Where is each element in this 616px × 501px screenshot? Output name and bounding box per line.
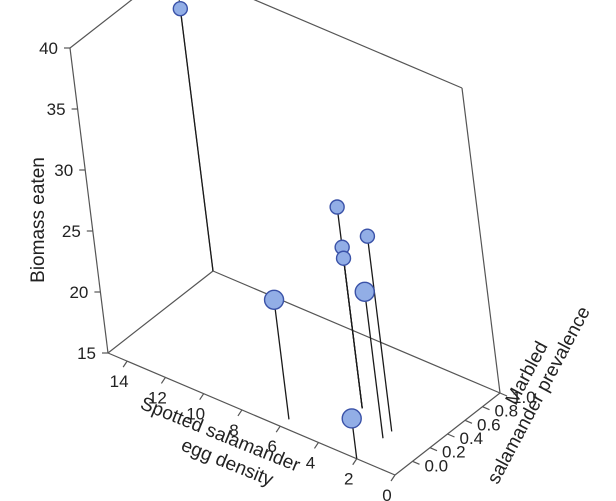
- x-tick-label: 14: [110, 372, 129, 391]
- data-point: [359, 228, 376, 244]
- x-tick-label: 2: [344, 470, 353, 489]
- x-tick-mark: [275, 425, 281, 433]
- data-point: [354, 281, 375, 303]
- x-tick-label: 8: [229, 421, 238, 440]
- y-tick-label: 1.0: [512, 388, 536, 407]
- z-tick-label: 40: [39, 39, 58, 58]
- z-tick-label: 20: [69, 283, 88, 302]
- z-tick-label: 25: [62, 222, 81, 241]
- y-axis-title-line2: salamander prevalence: [484, 303, 595, 487]
- z-tick-label: 15: [77, 344, 96, 363]
- stem-line: [342, 258, 363, 409]
- data-point: [335, 250, 352, 266]
- back-right-edge: [461, 87, 501, 394]
- x-tick-label: 0: [382, 486, 391, 501]
- z-axis-edge: [69, 47, 109, 354]
- x-tick-labels: 14 12 10 8 6 4 2 0: [110, 360, 396, 501]
- z-axis-title: Biomass eaten: [28, 157, 49, 283]
- data-point: [172, 0, 189, 17]
- floor-back-edge: [212, 270, 501, 394]
- x-tick-mark: [199, 393, 205, 400]
- x-tick-mark: [122, 360, 128, 368]
- stem-line: [273, 299, 290, 420]
- y-tick-mark: [464, 419, 473, 424]
- stem-line: [364, 291, 384, 439]
- x-tick-mark: [352, 458, 358, 466]
- y-tick-mark: [499, 392, 508, 397]
- y-tick-labels: 0.00.20.40.60.81.0: [412, 388, 536, 475]
- y-tick-mark: [482, 406, 490, 411]
- y-tick-label: 0.4: [460, 429, 484, 448]
- y-tick-mark: [429, 447, 438, 452]
- top-left-edge: [69, 0, 133, 49]
- y-tick-label: 0.0: [425, 456, 449, 475]
- x-tick-mark: [160, 377, 166, 384]
- floor-left-edge: [107, 270, 214, 354]
- x-tick-label: 6: [267, 437, 276, 456]
- stem-line: [366, 236, 393, 432]
- points: [172, 0, 376, 429]
- stems: [179, 8, 393, 459]
- y-tick-label: 0.8: [495, 402, 519, 421]
- data-point: [341, 408, 362, 429]
- y-tick-label: 0.2: [442, 443, 466, 462]
- x-tick-mark: [237, 409, 243, 417]
- data-point: [263, 289, 285, 311]
- x-tick-mark: [313, 442, 319, 449]
- axes-frame: [69, 0, 501, 476]
- stem-line: [179, 8, 214, 272]
- y-tick-label: 0.6: [477, 415, 501, 434]
- y-tick-mark: [412, 460, 420, 465]
- z-tick-label: 30: [54, 161, 73, 180]
- data-point: [329, 199, 345, 215]
- x-tick-label: 4: [306, 453, 315, 472]
- x-axis-edge: [107, 352, 396, 476]
- y-tick-mark: [447, 433, 455, 438]
- top-right-edge: [253, 0, 463, 89]
- z-tick-label: 35: [47, 100, 66, 119]
- x-tick-label: 12: [148, 388, 167, 407]
- x-tick-mark: [390, 474, 396, 482]
- x-tick-label: 10: [186, 405, 205, 424]
- z-tick-labels: 40 35 30 25 20 15: [39, 39, 108, 363]
